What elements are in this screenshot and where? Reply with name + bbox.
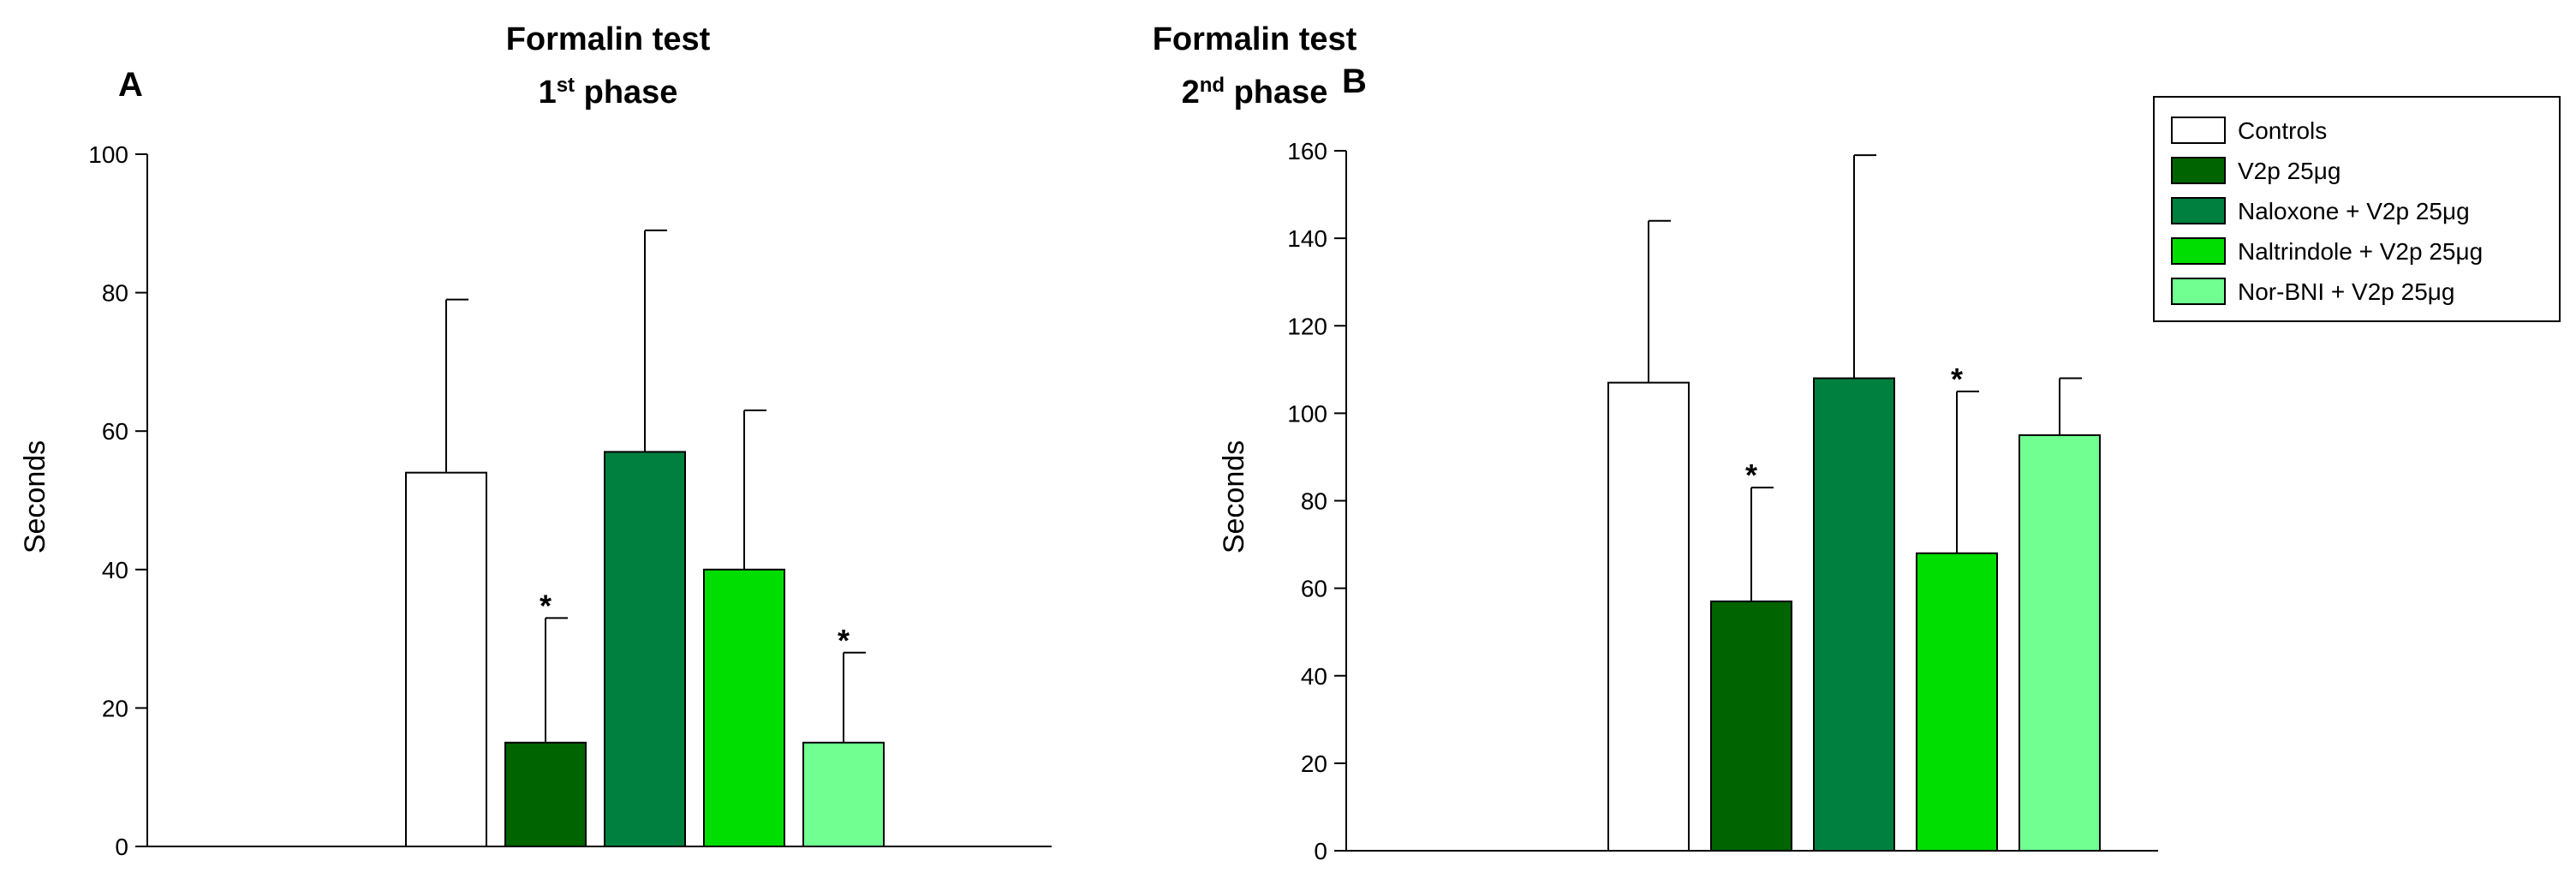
panel-b-subtitle-suffix: phase [1225,75,1327,111]
panel-a-subtitle: 1st phase [539,74,678,111]
panel-a: Formalin test 1st phase A Seconds 0 20 40 6… [19,21,1052,860]
panel-b-bar-5 [2018,434,2101,852]
panel-b-bar-1 [1607,381,1690,852]
legend-swatch-1 [2171,117,2226,144]
panel-a-title: Formalin test [506,21,711,57]
panel-b-bar-2 [1710,600,1792,852]
panel-b-bar-3 [1813,377,1895,852]
panel-a-significance-marker-2: * [540,588,552,623]
legend-label-5: Nor-BNI + V2p 25μg [2238,278,2454,305]
panel-a-bar-5 [802,741,885,847]
panel-a-bar-4 [703,568,785,847]
legend-swatch-2 [2171,157,2226,184]
panel-b-y-axis-label: Seconds [1218,440,1250,553]
panel-b-y-tick-label-140: 140 [1287,225,1327,252]
panel-b-significance-marker-4: * [1951,362,1963,397]
panel-a-bar-1 [405,471,487,847]
panel-b-y-tick-label-120: 120 [1287,313,1327,339]
legend-label-1: Controls [2238,117,2327,144]
legend-entries: Controls V2p 25μg Naloxone + V2p 25μg Naltr… [2171,117,2483,305]
legend-swatch-4 [2171,237,2226,265]
panel-a-letter: A [118,66,143,104]
panel-a-y-tick-label-0: 0 [115,834,128,860]
legend-swatch-3 [2171,197,2226,224]
legend-swatch-5 [2171,278,2226,305]
panel-a-y-tick-label-40: 40 [102,557,128,583]
panel-a-subtitle-suffix: phase [575,75,677,111]
legend-label-3: Naloxone + V2p 25μg [2238,198,2470,224]
panel-b-significance-marker-2: * [1745,457,1757,493]
panel-a-marks: 0 20 40 60 80 100 * * [88,141,1052,860]
panel-b-subtitle: 2nd phase [1182,74,1328,111]
panel-b-y-tick-label-100: 100 [1287,400,1327,427]
panel-b-subtitle-prefix: 2 [1182,75,1200,111]
panel-b-marks: 0 20 40 60 80 100 120 140 160 * * [1287,138,2158,864]
panel-a-y-tick-label-20: 20 [102,695,128,721]
panel-a-y-axis-label: Seconds [19,440,51,553]
panel-b-y-tick-label-0: 0 [1314,838,1327,864]
legend-label-4: Naltrindole + V2p 25μg [2238,238,2483,265]
panel-a-y-tick-label-60: 60 [102,418,128,445]
panel-b: Formalin test 2nd phase B Seconds 0 20 40 6… [1153,21,2158,864]
panel-b-y-tick-label-80: 80 [1301,488,1327,515]
panel-a-subtitle-sup: st [557,74,575,97]
legend: Controls V2p 25μg Naloxone + V2p 25μg Naltr… [2153,96,2561,322]
panel-b-title: Formalin test [1153,21,1357,57]
panel-b-y-tick-label-60: 60 [1301,576,1327,602]
panel-b-subtitle-sup: nd [1200,74,1225,97]
panel-b-y-tick-label-40: 40 [1301,663,1327,690]
panel-a-bar-2 [504,741,587,847]
panel-b-letter: B [1342,63,1367,100]
panel-a-bar-3 [604,451,686,847]
panel-a-y-tick-label-80: 80 [102,280,128,307]
legend-label-2: V2p 25μg [2238,158,2340,184]
panel-b-bar-4 [1916,552,1998,852]
panel-b-y-tick-label-20: 20 [1301,750,1327,777]
panel-a-subtitle-prefix: 1 [539,75,557,111]
panel-a-y-tick-label-100: 100 [88,141,128,168]
panel-b-y-tick-label-160: 160 [1287,138,1327,164]
panel-a-significance-marker-5: * [838,623,850,658]
